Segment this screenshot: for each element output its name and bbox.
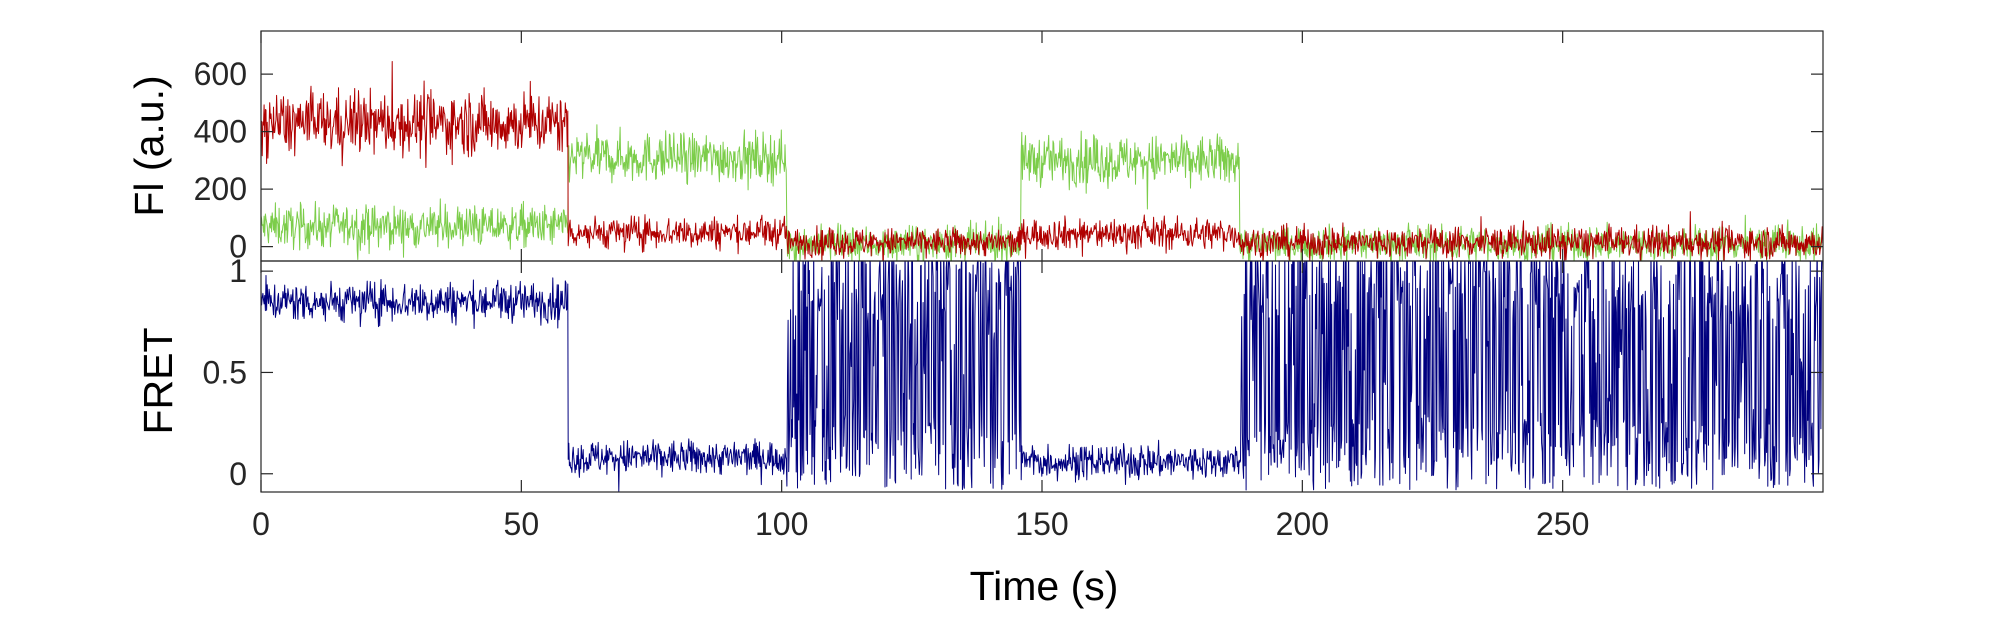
fluorescence-y-tick-label: 400 (194, 114, 247, 150)
time-x-tick-label: 100 (755, 506, 808, 542)
fluorescence-y-ticks: 0 200 400 600 (194, 31, 1823, 265)
time-x-tick-label: 250 (1536, 506, 1589, 542)
fret-y-tick-label: 0 (229, 456, 247, 492)
fluorescence-series (261, 61, 1823, 261)
fluorescence-y-tick-label: 0 (229, 229, 247, 265)
fluorescence-y-axis-title: Fl (a.u.) (126, 75, 172, 216)
time-x-tick-label: 50 (504, 506, 540, 542)
fret-series-0-line (261, 261, 1823, 492)
fluorescence-y-tick-label: 600 (194, 56, 247, 92)
time-x-tick-label: 200 (1276, 506, 1329, 542)
fret-series (261, 261, 1823, 492)
fluorescence-y-tick-label: 200 (194, 171, 247, 207)
time-x-axis-title: Time (s) (970, 563, 1119, 609)
fluorescence-axes-box (260, 30, 1824, 262)
fluorescence-panel: 0 200 400 600 Fl (a.u.) (126, 30, 1824, 265)
fret-y-axis-title: FRET (135, 327, 181, 434)
fret-panel: 00.51 0 50 100 150 200 250 FRET Time (s) (135, 253, 1824, 609)
time-x-tick-label: 150 (1015, 506, 1068, 542)
fret-y-ticks: 00.51 (203, 253, 1823, 492)
fret-y-tick-label: 0.5 (203, 354, 247, 390)
time-x-ticks: 0 50 100 150 200 250 (252, 506, 1589, 542)
fluorescence-series-1-line (261, 61, 1823, 261)
time-x-tick-label: 0 (252, 506, 270, 542)
fret-y-tick-label: 1 (229, 253, 247, 289)
